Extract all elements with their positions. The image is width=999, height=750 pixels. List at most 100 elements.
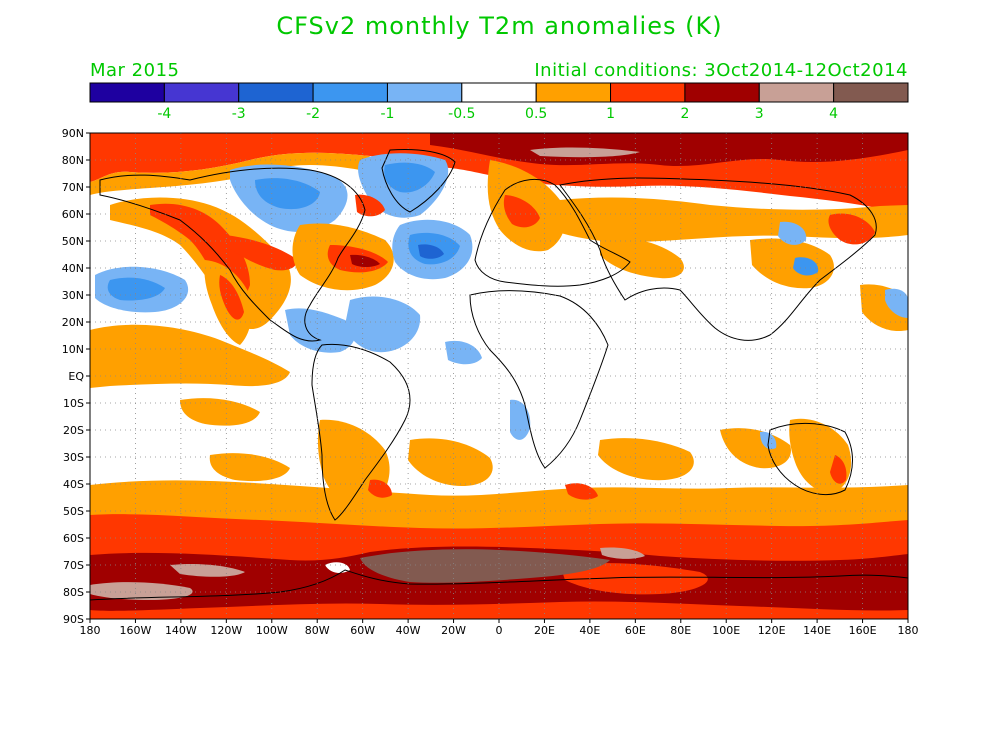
lat-label-4: 50N [62, 235, 84, 248]
colorbar-label-2: -2 [306, 106, 320, 122]
anomaly-tropical-atl-cold [445, 340, 482, 365]
lon-label-14: 100E [712, 624, 740, 637]
valid-month: Mar 2015 [90, 60, 180, 81]
lon-label-0: 180 [80, 624, 101, 637]
lon-label-3: 120W [210, 624, 242, 637]
anomaly-satlantic-warm [408, 438, 493, 487]
colorbar [89, 82, 909, 103]
colorbar-swatch-10 [833, 82, 909, 103]
anomaly-atlantic-dark [350, 254, 380, 267]
colorbar-label-8: 3 [755, 106, 764, 122]
anomaly-kamchatka-red [828, 213, 875, 245]
anomaly-antarctic-red-interior [560, 562, 708, 595]
lat-label-18: 90S [63, 613, 84, 626]
colorbar-swatch-0 [89, 82, 165, 103]
lon-label-15: 120E [758, 624, 786, 637]
coast-greenland [381, 149, 456, 213]
lon-label-17: 160E [849, 624, 877, 637]
anomaly-canada-cold-core [255, 178, 320, 210]
lat-label-13: 40S [63, 478, 84, 491]
anomaly-china-cold [778, 221, 807, 245]
anomaly-epacific-warm [90, 324, 290, 388]
coastlines [90, 149, 908, 601]
anomaly-east-asia-warm [750, 238, 834, 289]
anomaly-wpacific-cold [885, 288, 908, 318]
lon-label-11: 40E [579, 624, 600, 637]
lat-label-0: 90N [62, 127, 84, 140]
map-title: CFSv2 monthly T2m anomalies (K) [276, 12, 723, 40]
colorbar-swatch-7 [610, 82, 686, 103]
lon-label-10: 20E [534, 624, 555, 637]
colorbar-swatch-5 [461, 82, 537, 103]
lon-label-6: 60W [350, 624, 375, 637]
lon-label-4: 100W [256, 624, 288, 637]
anomaly-antarctic-brown [360, 549, 610, 583]
lat-label-2: 70N [62, 181, 84, 194]
lat-label-12: 30S [63, 451, 84, 464]
coast-south-america [311, 343, 411, 521]
colorbar-swatch-3 [312, 82, 388, 103]
colorbar-label-5: 0.5 [525, 106, 547, 122]
anomaly-antarctic-light-brown-c [600, 547, 645, 559]
lon-label-9: 0 [496, 624, 503, 637]
colorbar-swatch-6 [535, 82, 612, 103]
lat-label-17: 80S [63, 586, 84, 599]
anomaly-subtropic-atl-cold [345, 296, 421, 353]
anomaly-greenland-cold-core [384, 162, 435, 193]
anomaly-australia-red [830, 455, 847, 484]
lat-label-1: 80N [62, 154, 84, 167]
anomaly-europe-red [503, 195, 540, 228]
anomaly-siberia-warm [550, 197, 908, 243]
anomaly-japan-cold [793, 257, 819, 276]
lat-label-16: 70S [63, 559, 84, 572]
anomaly-sam-red [565, 483, 598, 500]
coast-north-america [99, 167, 366, 342]
coast-australia [767, 422, 853, 496]
map-grid [90, 133, 908, 619]
coast-europe [474, 178, 631, 287]
anomaly-california-red [219, 275, 244, 320]
lon-label-12: 60E [625, 624, 646, 637]
lon-label-2: 140W [165, 624, 197, 637]
coast-antarctica [90, 569, 908, 601]
lat-label-3: 60N [62, 208, 84, 221]
lat-label-15: 60S [63, 532, 84, 545]
lat-label-7: 20N [62, 316, 84, 329]
lat-label-6: 30N [62, 289, 84, 302]
lon-label-18: 180 [898, 624, 919, 637]
lat-label-14: 50S [63, 505, 84, 518]
lat-label-5: 40N [62, 262, 84, 275]
coast-africa [469, 290, 609, 469]
lat-label-9: EQ [68, 370, 84, 383]
colorbar-swatch-8 [684, 82, 760, 103]
colorbar-label-9: 4 [829, 106, 838, 122]
lon-label-8: 20W [441, 624, 466, 637]
anomaly-caribbean-cold [285, 308, 356, 353]
lon-label-13: 80E [670, 624, 691, 637]
colorbar-label-7: 2 [680, 106, 689, 122]
lat-label-11: 20S [63, 424, 84, 437]
colorbar-swatch-1 [163, 82, 240, 103]
anomaly-arctic-dark [430, 133, 908, 167]
anomaly-spac-warm [180, 398, 260, 426]
colorbar-label-0: -4 [157, 106, 171, 122]
anomaly-spac-warm-2 [209, 453, 290, 482]
anomaly-map [90, 133, 908, 619]
colorbar-label-4: -0.5 [448, 106, 475, 122]
colorbar-label-3: -1 [380, 106, 394, 122]
coast-asia [559, 177, 877, 341]
lat-label-8: 10N [62, 343, 84, 356]
initial-conditions: Initial conditions: 3Oct2014-12Oct2014 [534, 60, 908, 81]
colorbar-label-6: 1 [606, 106, 615, 122]
colorbar-swatch-9 [758, 82, 835, 103]
lat-label-10: 10S [63, 397, 84, 410]
anomaly-southern-orange [90, 480, 908, 530]
map-axes: 90N 80N 70N 60N 50N 40N 30N 20N 10N EQ 10S 20S 30S 40… [62, 127, 919, 637]
anomaly-safrica-warm [598, 438, 694, 481]
anomaly-southern-red-edge [90, 514, 908, 535]
colorbar-swatch-4 [386, 82, 463, 103]
colorbar-swatch-2 [238, 82, 314, 103]
anomaly-arctic-brown [530, 147, 640, 158]
lon-label-16: 140E [803, 624, 831, 637]
lon-label-7: 40W [396, 624, 421, 637]
